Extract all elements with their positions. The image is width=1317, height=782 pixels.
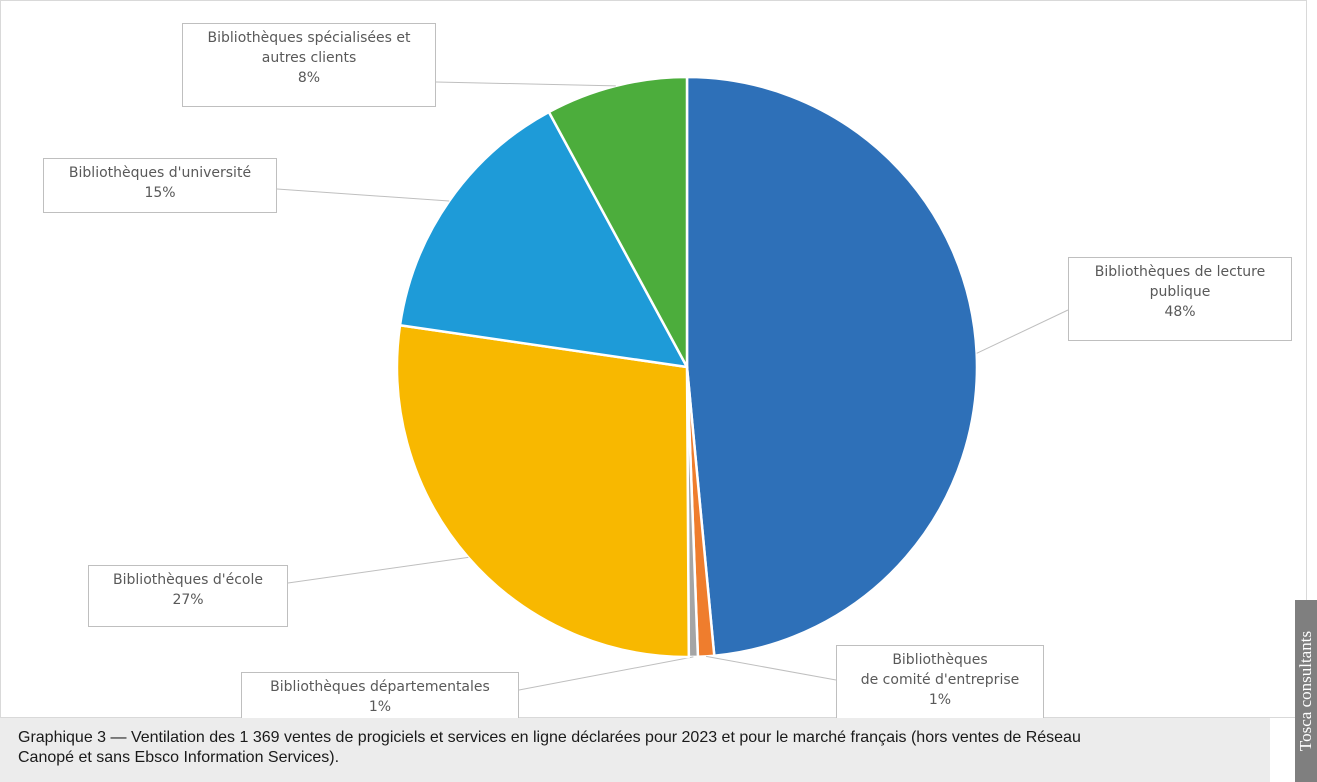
data-label-percent: 1% <box>368 699 392 715</box>
leader-line <box>276 188 450 202</box>
data-label: Bibliothèques de lecture publique 48% <box>1068 257 1292 341</box>
data-label-category: Bibliothèques d'école <box>113 572 263 588</box>
figure-caption: Graphique 3 — Ventilation des 1 369 vent… <box>0 718 1270 782</box>
leader-line <box>435 81 616 87</box>
pie-slice <box>395 323 691 659</box>
caption-line-1: Graphique 3 — Ventilation des 1 369 vent… <box>18 729 1081 746</box>
data-label: Bibliothèques d'école 27% <box>88 565 288 627</box>
data-label-category: publique <box>1149 284 1211 300</box>
data-label-category: autres clients <box>261 50 357 66</box>
data-label: Bibliothèques d'université 15% <box>43 158 277 213</box>
data-label-category: Bibliothèques de lecture <box>1094 264 1266 280</box>
watermark-text: Tosca consultants <box>1296 630 1315 752</box>
data-label-category: de comité d'entreprise <box>860 672 1020 688</box>
pie-chart <box>276 75 1069 691</box>
data-label-category: Bibliothèques spécialisées et <box>207 30 411 46</box>
data-label: Bibliothèques de comité d'entreprise 1% <box>836 645 1044 727</box>
data-label-percent: 15% <box>144 185 176 201</box>
data-label: Bibliothèques spécialisées et autres clie… <box>182 23 436 107</box>
leader-line <box>287 556 469 584</box>
data-label-percent: 27% <box>172 592 204 608</box>
data-label-percent: 1% <box>928 692 952 708</box>
leader-line <box>706 655 837 681</box>
watermark-tab: Tosca consultants <box>1295 600 1317 782</box>
leader-line <box>518 656 694 691</box>
chart-area <box>0 0 1307 718</box>
pie-slice <box>398 110 689 369</box>
data-label-percent: 48% <box>1164 304 1196 320</box>
caption-line-2: Canopé et sans Ebsco Information Service… <box>18 749 340 766</box>
data-label-percent: 8% <box>297 70 321 86</box>
leader-line <box>976 309 1069 354</box>
data-label-category: Bibliothèques départementales <box>270 679 490 695</box>
data-label-category: Bibliothèques d'université <box>68 165 252 181</box>
data-label-category: Bibliothèques <box>892 652 988 668</box>
pie-slice <box>685 75 979 657</box>
